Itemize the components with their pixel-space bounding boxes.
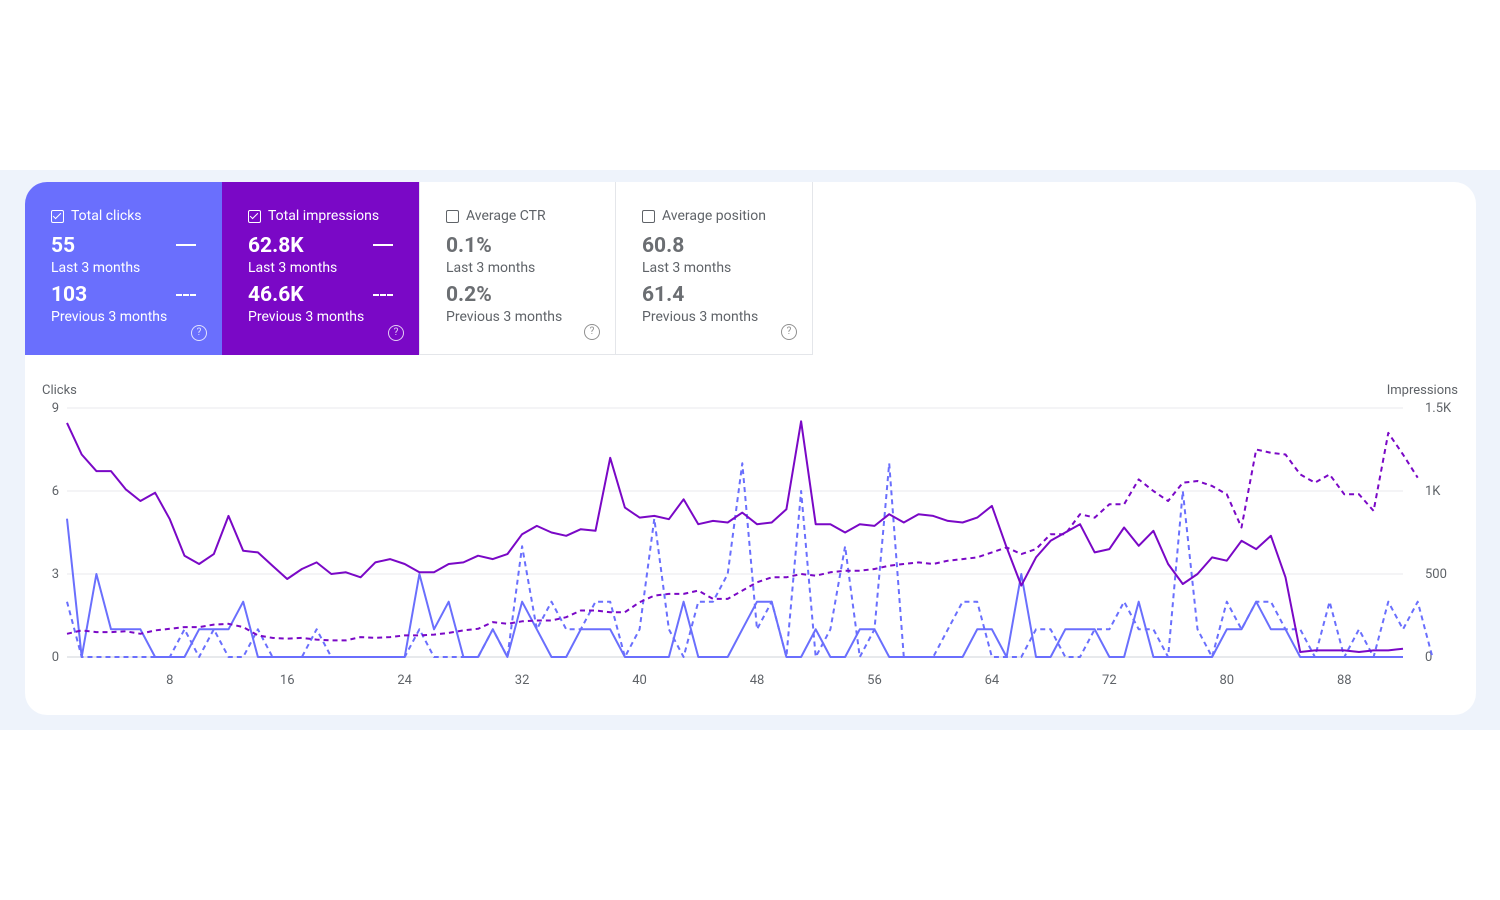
- x-axis-tick: 88: [1337, 673, 1352, 688]
- help-icon[interactable]: ?: [781, 324, 797, 340]
- x-axis-tick: 56: [867, 673, 882, 688]
- left-axis-tick: 6: [52, 484, 59, 499]
- x-axis-tick: 64: [985, 673, 1000, 688]
- x-axis-tick: 16: [280, 673, 295, 688]
- metric-header: Average CTR: [446, 207, 615, 225]
- metric-header: Average position: [642, 207, 812, 225]
- metric-previous-period: Previous 3 months: [51, 309, 168, 325]
- x-axis-tick: 40: [632, 673, 647, 688]
- x-axis-tick: 80: [1220, 673, 1235, 688]
- metric-card-total-impressions[interactable]: Total impressions 62.8K Last 3 months 46…: [222, 182, 419, 355]
- metric-previous-period: Previous 3 months: [446, 309, 563, 325]
- metric-current-value: 62.8K: [248, 234, 304, 258]
- metric-previous-value: 46.6K: [248, 283, 304, 307]
- metric-current-period: Last 3 months: [248, 260, 338, 276]
- help-icon[interactable]: ?: [191, 325, 207, 341]
- right-axis-tick: 1.5K: [1425, 401, 1452, 416]
- performance-panel: Total clicks 55 Last 3 months 103 Previo…: [25, 182, 1476, 715]
- left-axis-tick: 9: [52, 401, 59, 416]
- x-axis-tick: 24: [397, 673, 412, 688]
- left-axis-tick: 3: [52, 567, 59, 582]
- metric-current-value: 60.8: [642, 234, 685, 258]
- metric-current-value: 0.1%: [446, 234, 492, 258]
- total-impressions-current-line: [66, 420, 1404, 653]
- metric-label: Total clicks: [71, 208, 142, 224]
- performance-chart: Clicks Impressions 9 6 3 0 1.5K 1K 500 0 8 16 24 32…: [42, 383, 1459, 688]
- metric-current-period: Last 3 months: [642, 260, 732, 276]
- right-axis-tick: 0: [1425, 650, 1432, 665]
- metric-label: Average position: [662, 208, 766, 224]
- metric-card-average-position[interactable]: Average position 60.8 Last 3 months 61.4…: [616, 182, 813, 355]
- right-axis-label: Impressions: [1387, 383, 1459, 398]
- help-icon[interactable]: ?: [584, 324, 600, 340]
- help-icon[interactable]: ?: [388, 325, 404, 341]
- metric-cards: Total clicks 55 Last 3 months 103 Previo…: [25, 182, 813, 355]
- checkbox-checked-icon[interactable]: [248, 209, 261, 223]
- checkbox-unchecked-icon[interactable]: [446, 209, 459, 223]
- solid-line-legend-icon: [373, 244, 393, 246]
- metric-previous-period: Previous 3 months: [248, 309, 365, 325]
- x-axis-tick: 72: [1102, 673, 1117, 688]
- solid-line-legend-icon: [176, 244, 196, 246]
- metric-card-total-clicks[interactable]: Total clicks 55 Last 3 months 103 Previo…: [25, 182, 222, 355]
- metric-previous-value: 0.2%: [446, 283, 492, 307]
- metric-card-average-ctr[interactable]: Average CTR 0.1% Last 3 months 0.2% Prev…: [419, 182, 616, 355]
- metric-label: Average CTR: [466, 208, 546, 224]
- metric-previous-value: 103: [51, 283, 88, 307]
- metric-header: Total clicks: [51, 207, 222, 225]
- x-axis-tick: 48: [750, 673, 765, 688]
- total-impressions-previous-line: [66, 431, 1419, 642]
- left-axis-label: Clicks: [42, 383, 77, 398]
- dashed-line-legend-icon: [373, 294, 393, 296]
- checkbox-unchecked-icon[interactable]: [642, 209, 655, 223]
- x-axis-tick: 8: [166, 673, 173, 688]
- metric-previous-period: Previous 3 months: [642, 309, 759, 325]
- metric-current-value: 55: [51, 234, 76, 258]
- x-axis-tick: 32: [515, 673, 530, 688]
- dashed-line-legend-icon: [176, 294, 196, 296]
- metric-current-period: Last 3 months: [51, 260, 141, 276]
- total-clicks-previous-line: [66, 462, 1434, 658]
- metric-header: Total impressions: [248, 207, 419, 225]
- checkbox-checked-icon[interactable]: [51, 209, 64, 223]
- left-axis-tick: 0: [52, 650, 59, 665]
- metric-label: Total impressions: [268, 208, 380, 224]
- total-clicks-current-line: [66, 518, 1403, 658]
- right-axis-tick: 1K: [1425, 484, 1441, 499]
- metric-previous-value: 61.4: [642, 283, 685, 307]
- right-axis-tick: 500: [1425, 567, 1447, 582]
- metric-current-period: Last 3 months: [446, 260, 536, 276]
